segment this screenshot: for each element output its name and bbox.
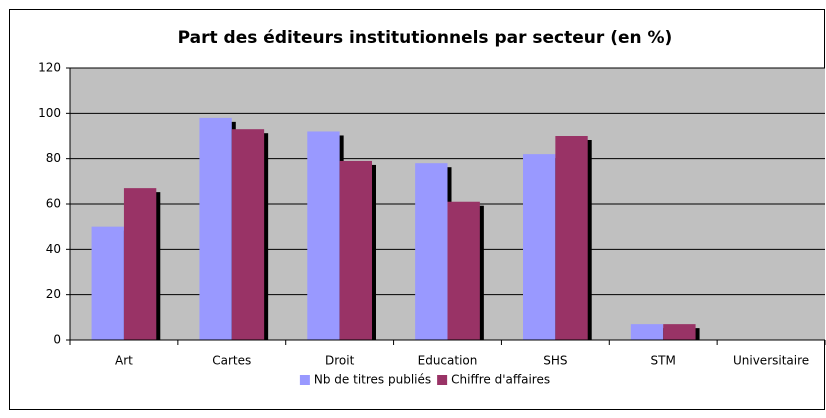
x-tick-label: Art — [115, 354, 133, 368]
legend-label: Nb de titres publiés — [314, 373, 431, 387]
y-tick-label: 40 — [46, 242, 61, 256]
bar — [123, 188, 157, 340]
y-tick-label: 80 — [46, 151, 61, 165]
y-tick-label: 100 — [38, 106, 61, 120]
bar — [339, 160, 372, 340]
bar — [447, 201, 480, 340]
bar — [231, 129, 265, 340]
bar — [523, 154, 556, 340]
y-tick-label: 120 — [38, 61, 61, 75]
x-tick-label: Cartes — [212, 354, 251, 368]
y-tick-label: 60 — [46, 197, 61, 211]
x-tick-label: Education — [418, 354, 478, 368]
legend-swatch — [437, 375, 448, 385]
bar — [91, 226, 124, 340]
y-tick-label: 20 — [46, 287, 61, 301]
chart-title: Part des éditeurs institutionnels par se… — [178, 28, 673, 48]
x-tick-label: SHS — [543, 354, 567, 368]
bar — [630, 324, 664, 340]
bar — [199, 117, 232, 340]
legend-label: Chiffre d'affaires — [451, 373, 550, 387]
bar — [555, 136, 588, 340]
legend-swatch — [299, 375, 310, 385]
x-tick-label: STM — [651, 354, 676, 368]
x-tick-label: Universitaire — [733, 354, 809, 368]
bar — [415, 163, 448, 340]
x-tick-label: Droit — [325, 354, 355, 368]
bar — [663, 324, 696, 340]
bar — [307, 131, 340, 340]
y-tick-label: 0 — [53, 333, 61, 347]
